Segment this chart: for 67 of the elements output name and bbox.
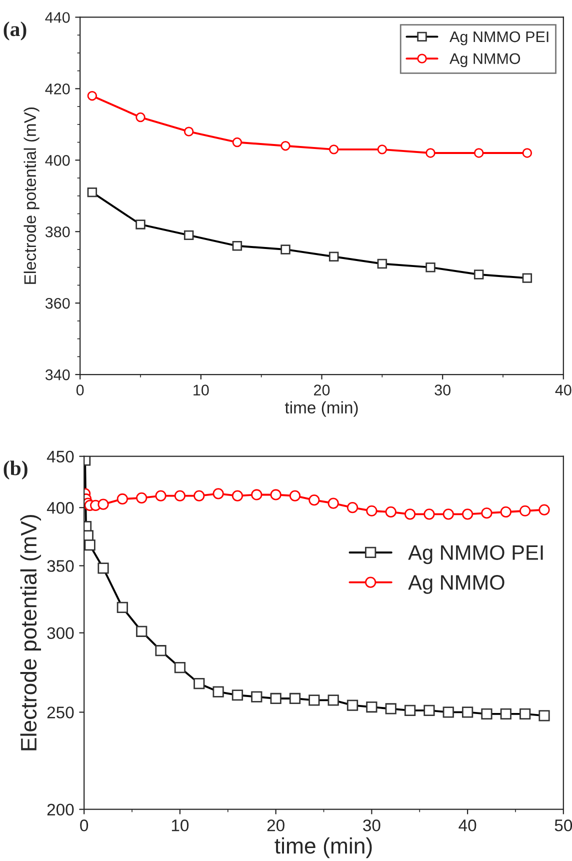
- legend-label: Ag NMMO PEI: [408, 545, 543, 564]
- point: [308, 494, 320, 506]
- y-tick-label: 340: [45, 369, 70, 380]
- x-tick-label: 20: [314, 384, 330, 396]
- point: [474, 148, 484, 158]
- point: [212, 488, 224, 500]
- point: [270, 489, 282, 500]
- point: [136, 112, 146, 122]
- point: [442, 508, 454, 520]
- point: [232, 490, 244, 502]
- point: [500, 506, 512, 518]
- x-tick-label: 30: [363, 820, 380, 832]
- x-tick-label: 10: [194, 384, 209, 396]
- point: [377, 144, 388, 154]
- point: [366, 505, 378, 516]
- y-axis-title: Electrode potential (mV): [24, 108, 40, 284]
- chart-title: (a): [4, 22, 26, 40]
- point: [522, 148, 532, 158]
- y-tick-label: 200: [47, 804, 74, 816]
- point: [136, 492, 148, 504]
- point: [194, 490, 205, 502]
- y-tick-label: 420: [45, 84, 70, 94]
- x-tick-label: 40: [458, 820, 476, 832]
- y-tick-label: 450: [46, 450, 74, 463]
- point: [251, 489, 262, 500]
- point: [385, 506, 396, 518]
- point: [462, 508, 474, 520]
- y-axis-title: Electrode potential (mV): [20, 515, 41, 750]
- y-tick-label: 350: [47, 560, 74, 572]
- point: [184, 126, 194, 136]
- point: [346, 502, 358, 514]
- point: [98, 498, 109, 510]
- point: [328, 144, 339, 154]
- x-tick-label: 20: [267, 820, 284, 832]
- point: [481, 508, 492, 519]
- x-tick-label: 0: [76, 384, 84, 396]
- x-tick-label: 50: [554, 820, 572, 832]
- x-tick-label: 30: [434, 384, 450, 396]
- point: [328, 498, 339, 509]
- y-tick-label: 250: [47, 706, 74, 718]
- y-tick-label: 440: [45, 12, 70, 23]
- y-tick-label: 400: [46, 502, 74, 514]
- x-axis-title: time (min): [274, 837, 372, 858]
- y-tick-label: 380: [45, 226, 70, 238]
- y-tick-label: 400: [45, 155, 70, 166]
- y-tick-label: 300: [47, 627, 74, 640]
- x-tick-label: 10: [172, 820, 189, 832]
- point: [280, 140, 290, 151]
- point: [116, 493, 128, 505]
- point: [155, 490, 166, 502]
- point: [87, 90, 98, 101]
- point: [426, 148, 436, 158]
- point: [424, 508, 435, 520]
- x-tick-label: 0: [80, 820, 88, 832]
- x-axis-title: time (min): [284, 401, 358, 417]
- y-tick-label: 360: [45, 298, 70, 309]
- legend-label: Ag NMMO: [450, 53, 520, 68]
- point: [538, 504, 550, 516]
- x-tick-label: 40: [555, 384, 572, 396]
- point: [289, 490, 301, 502]
- legend-label: Ag NMMO PEI: [450, 31, 548, 46]
- point: [232, 137, 242, 148]
- point: [174, 490, 186, 502]
- legend-label: Ag NMMO: [408, 575, 504, 594]
- point: [520, 505, 531, 516]
- point: [404, 508, 416, 520]
- chart-title: (b): [4, 460, 28, 480]
